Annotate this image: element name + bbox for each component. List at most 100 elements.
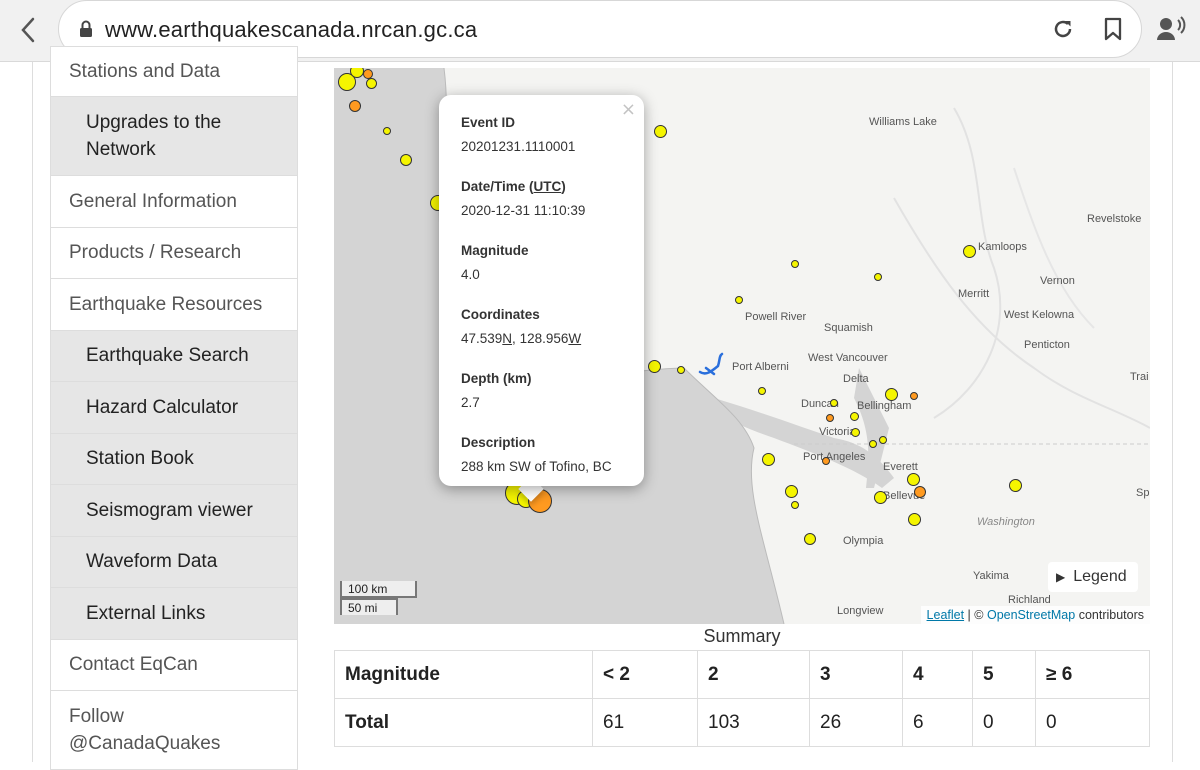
bookmark-icon[interactable] <box>1103 17 1123 41</box>
legend-button[interactable]: ▶ Legend <box>1048 562 1138 592</box>
quake-marker[interactable] <box>879 436 887 444</box>
sidebar-item-products-research[interactable]: Products / Research <box>50 227 298 279</box>
sidebar-item-label: Station Book <box>86 448 194 470</box>
sidebar-item-waveform-data[interactable]: Waveform Data <box>50 536 298 588</box>
quake-marker[interactable] <box>1009 479 1022 492</box>
quake-marker[interactable] <box>869 440 877 448</box>
quake-marker[interactable] <box>677 366 685 374</box>
quake-marker[interactable] <box>822 457 830 465</box>
sidebar-item-general-info[interactable]: General Information <box>50 176 298 228</box>
quake-marker[interactable] <box>874 273 882 281</box>
map-label: West Kelowna <box>1004 309 1075 321</box>
map-label: Port Angeles <box>803 451 866 463</box>
quake-marker[interactable] <box>654 125 667 138</box>
sidebar-item-label: Hazard Calculator <box>86 396 239 418</box>
play-triangle-icon: ▶ <box>1056 570 1066 584</box>
table-header-cell: 2 <box>697 650 810 699</box>
quake-marker[interactable] <box>826 414 834 422</box>
sidebar-item-stations-data[interactable]: Stations and Data <box>50 46 298 97</box>
sidebar-item-earthquake-resources[interactable]: Earthquake Resources <box>50 279 298 331</box>
sidebar-item-label: Contact EqCan <box>69 654 198 676</box>
quake-marker[interactable] <box>648 360 661 373</box>
sidebar-item-station-book[interactable]: Station Book <box>50 433 298 485</box>
close-icon[interactable]: × <box>620 99 636 120</box>
quake-marker[interactable] <box>400 154 412 166</box>
description-label: Description <box>461 435 536 450</box>
back-button[interactable] <box>10 12 46 48</box>
legend-label: Legend <box>1073 568 1127 585</box>
quake-marker[interactable] <box>914 486 926 498</box>
sidebar-item-contact[interactable]: Contact EqCan <box>50 639 298 691</box>
quake-marker[interactable] <box>735 296 743 304</box>
quake-marker[interactable] <box>338 73 356 91</box>
sidebar-item-hazard-calculator[interactable]: Hazard Calculator <box>50 382 298 434</box>
magnitude-value: 4.0 <box>461 267 480 282</box>
quake-marker[interactable] <box>804 533 816 545</box>
reload-icon[interactable] <box>1051 17 1075 41</box>
sidebar-item-label: External Links <box>86 602 206 624</box>
quake-marker[interactable] <box>830 399 838 407</box>
coord-separator: , <box>512 331 520 346</box>
map-label: Trai <box>1130 371 1149 383</box>
depth-label: Depth (km) <box>461 371 532 386</box>
earthquake-map[interactable]: Williams Lake Revelstoke Kamloops Merrit… <box>334 68 1150 624</box>
read-aloud-icon[interactable] <box>1156 14 1186 42</box>
map-label: Squamish <box>824 322 873 334</box>
quake-marker[interactable] <box>851 428 860 437</box>
event-id-value: 20201231.1110001 <box>461 139 576 154</box>
map-label: Delta <box>843 373 869 385</box>
quake-marker[interactable] <box>910 392 918 400</box>
sidebar-item-label: Products / Research <box>69 242 242 264</box>
coordinates-label: Coordinates <box>461 307 540 322</box>
quake-marker[interactable] <box>762 453 775 466</box>
quake-marker[interactable] <box>366 78 377 89</box>
quake-marker[interactable] <box>349 100 361 112</box>
sidebar-item-label: Waveform Data <box>86 551 218 573</box>
table-cell: 0 <box>1035 698 1150 747</box>
datetime-label-text: Date/Time ( <box>461 179 534 194</box>
quake-marker[interactable] <box>885 388 898 401</box>
table-cell: 6 <box>902 698 973 747</box>
magnitude-label: Magnitude <box>461 243 529 258</box>
sidebar-item-earthquake-search[interactable]: Earthquake Search <box>50 330 298 382</box>
page-border <box>1172 62 1173 762</box>
quake-marker[interactable] <box>791 260 799 268</box>
quake-marker[interactable] <box>791 501 799 509</box>
sidebar-item-upgrades[interactable]: Upgrades to the Network <box>50 97 298 176</box>
sidebar-item-follow[interactable]: Follow @CanadaQuakes <box>50 691 298 770</box>
datetime-label: Date/Time (UTC) <box>461 179 622 194</box>
map-label: Spo <box>1136 487 1150 499</box>
depth-value: 2.7 <box>461 395 480 410</box>
quake-marker[interactable] <box>758 387 766 395</box>
sidebar-item-external-links[interactable]: External Links <box>50 588 298 640</box>
map-label: Everett <box>883 461 918 473</box>
sidebar-item-label: Earthquake Resources <box>69 293 263 315</box>
quake-marker[interactable] <box>874 491 887 504</box>
quake-marker[interactable] <box>963 245 976 258</box>
quake-marker[interactable] <box>908 513 921 526</box>
longitude-dir: W <box>568 331 582 346</box>
sidebar-item-label: Upgrades to the Network <box>86 112 222 160</box>
summary-title: Summary <box>703 626 781 646</box>
map-label: Bellingham <box>857 400 912 412</box>
quake-marker[interactable] <box>907 473 920 486</box>
leaflet-link[interactable]: Leaflet <box>926 608 965 622</box>
datetime-label-text: ) <box>561 179 566 194</box>
map-label: Duncan <box>801 398 839 410</box>
osm-link[interactable]: OpenStreetMap <box>986 608 1076 622</box>
map-label: West Vancouver <box>808 352 888 364</box>
utc-abbr: UTC <box>533 179 562 194</box>
event-id-label: Event ID <box>461 115 516 130</box>
table-header-cell: 3 <box>809 650 903 699</box>
quake-marker[interactable] <box>383 127 391 135</box>
table-header-row: Magnitude < 2 2 3 4 5 ≥ 6 <box>334 650 1150 699</box>
map-label: Revelstoke <box>1087 213 1142 225</box>
map-label: Port Alberni <box>732 361 789 373</box>
description-value: 288 km SW of Tofino, BC <box>461 459 612 474</box>
sidebar-item-seismogram-viewer[interactable]: Seismogram viewer <box>50 485 298 537</box>
quake-marker[interactable] <box>785 485 798 498</box>
lock-icon <box>80 20 92 37</box>
datetime-value: 2020-12-31 11:10:39 <box>461 203 586 218</box>
sidebar-item-label: Seismogram viewer <box>86 499 253 521</box>
quake-marker[interactable] <box>850 412 859 421</box>
